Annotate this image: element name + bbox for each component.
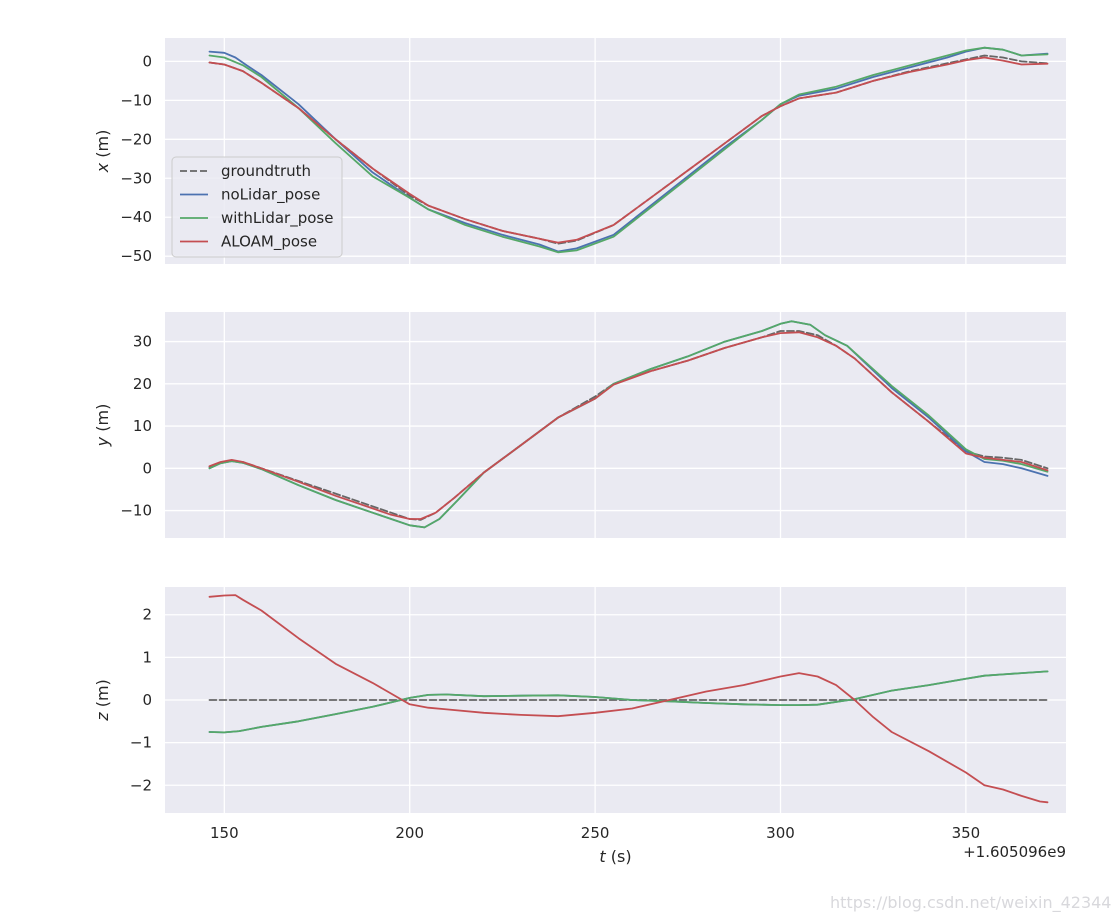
- x-tick-label: 150: [210, 824, 239, 842]
- y-tick-label: 1: [142, 648, 152, 666]
- legend-label: withLidar_pose: [221, 209, 333, 228]
- y-tick-label: −1: [130, 734, 152, 752]
- y-axis-label: x (m): [93, 130, 112, 174]
- y-tick-label: 30: [133, 333, 152, 351]
- y-tick-label: −50: [120, 247, 152, 265]
- y-tick-label: −2: [130, 776, 152, 794]
- subplot-y: 30 20 10 0 −10 y (m): [93, 312, 1066, 538]
- y-tick-label: 20: [133, 375, 152, 393]
- y-axis-unit: (m): [93, 130, 112, 163]
- series-group: [208, 594, 1049, 804]
- x-offset-label: +1.605096e9: [963, 843, 1066, 861]
- y-tick-label: 2: [142, 606, 152, 624]
- series-line-ALOAM_pose: [208, 594, 1049, 804]
- y-axis-variable: z: [93, 712, 112, 722]
- y-axis-unit: (m): [93, 404, 112, 437]
- x-axis-label: t (s): [599, 847, 631, 866]
- legend-label: noLidar_pose: [221, 186, 320, 205]
- y-tick-label: 10: [133, 417, 152, 435]
- y-axis-variable: y: [93, 436, 112, 447]
- subplot-z: 2 1 0 −1 −2 150 200 250 300 350 z (m) t (s) +1.60509…: [93, 587, 1066, 866]
- y-axis-label: y (m): [93, 404, 112, 448]
- y-tick-label: −10: [120, 91, 152, 109]
- legend-label: groundtruth: [221, 162, 311, 180]
- series-line-withLidar_pose: [208, 46, 1049, 254]
- watermark-text: https://blog.csdn.net/weixin_42344264: [830, 893, 1111, 912]
- series-group: [208, 46, 1049, 254]
- x-tick-label: 200: [395, 824, 424, 842]
- legend-box: [171, 156, 343, 258]
- series-line-withLidar_pose: [208, 670, 1049, 734]
- y-tick-label: −10: [120, 502, 152, 520]
- x-axis-variable: t: [599, 847, 606, 866]
- y-tick-label: −20: [120, 130, 152, 148]
- legend-label: ALOAM_pose: [221, 233, 317, 252]
- y-tick-label: 0: [142, 459, 152, 477]
- plot-background: [165, 312, 1066, 538]
- legend: groundtruth noLidar_pose withLidar_pose ALO…: [171, 156, 343, 258]
- x-tick-label: 350: [952, 824, 981, 842]
- y-tick-label: 0: [142, 691, 152, 709]
- series-line-noLidar_pose: [208, 46, 1049, 253]
- series-group: [208, 320, 1049, 529]
- series-line-ALOAM_pose: [208, 331, 1049, 520]
- subplot-x: 0 −10 −20 −30 −40 −50 x (m) groundtruth noLidar_…: [93, 38, 1066, 265]
- y-axis-variable: x: [93, 162, 112, 173]
- series-line-ALOAM_pose: [208, 56, 1049, 244]
- y-tick-label: −40: [120, 208, 152, 226]
- y-tick-label: −30: [120, 169, 152, 187]
- y-axis-label: z (m): [93, 679, 112, 722]
- y-tick-label: 0: [142, 52, 152, 70]
- x-axis-unit: (s): [606, 847, 632, 866]
- x-tick-label: 300: [766, 824, 795, 842]
- x-tick-label: 250: [581, 824, 610, 842]
- y-axis-unit: (m): [93, 679, 112, 712]
